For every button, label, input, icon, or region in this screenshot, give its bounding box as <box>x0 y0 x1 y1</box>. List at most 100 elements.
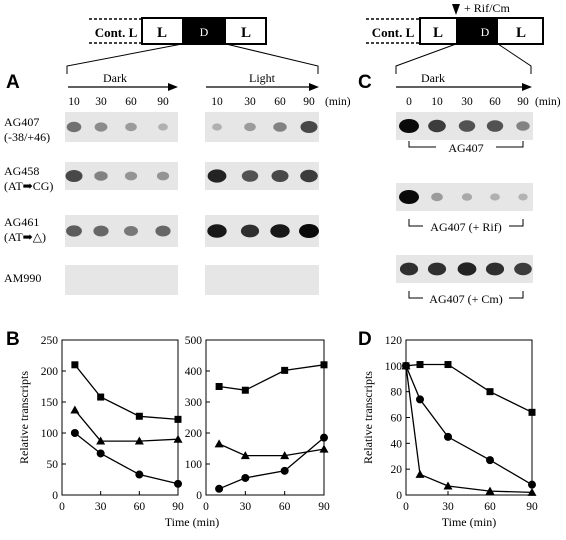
data-point <box>174 415 182 423</box>
series-triangle <box>401 361 537 496</box>
data-point <box>215 484 224 493</box>
x-tick-label: 60 <box>279 501 291 513</box>
data-point <box>416 361 424 369</box>
data-point <box>485 486 495 495</box>
chart-B-Light: 0 100 200 300 400 500 0 30 60 90 Time (min) <box>165 335 330 529</box>
blot-spot <box>155 225 171 237</box>
data-point <box>443 481 453 490</box>
time-label: 10 <box>211 96 223 108</box>
blot-spot <box>66 225 82 237</box>
data-point <box>444 361 452 369</box>
blot-spot <box>399 190 419 204</box>
blot-spot <box>212 123 222 131</box>
scheme-left-d: D <box>200 25 209 39</box>
y-tick-label: 200 <box>41 366 59 378</box>
blot-spot <box>273 122 287 132</box>
x-tick-label: 90 <box>526 501 538 513</box>
data-point <box>135 412 143 420</box>
blot-spot <box>240 224 260 238</box>
blot-spot <box>94 171 108 181</box>
time-label: 90 <box>303 96 315 108</box>
x-axis-label: Time (min) <box>442 515 497 529</box>
data-point <box>174 479 182 488</box>
series-circle <box>402 361 536 489</box>
blot-background <box>205 112 319 142</box>
time-label: 10 <box>431 96 443 108</box>
blot-a-light <box>205 265 319 295</box>
data-point <box>241 386 249 394</box>
y-tick-label: 120 <box>385 335 403 347</box>
time-label: 90 <box>517 96 529 108</box>
blot-a-dark <box>65 112 178 142</box>
panel-label-d: D <box>358 329 372 350</box>
blot-spot <box>399 119 419 133</box>
x-tick-label: 0 <box>403 501 409 513</box>
scheme-right-l2: L <box>516 25 526 41</box>
time-label: 30 <box>461 96 473 108</box>
series-triangle <box>214 439 329 460</box>
panel-label-c: C <box>358 72 372 93</box>
plot-frame <box>205 339 325 496</box>
time-unit-a: (min) <box>325 96 351 108</box>
blot-spot <box>457 262 477 276</box>
blot-row-name: AG407 <box>4 115 39 129</box>
data-point <box>280 451 290 460</box>
scheme-left: Cont. L L D L <box>66 17 319 74</box>
data-point <box>70 429 79 437</box>
x-tick-label: 60 <box>484 501 496 513</box>
blot-spot <box>207 169 227 183</box>
data-point <box>319 444 329 453</box>
y-tick-label: 60 <box>391 413 403 425</box>
x-tick-label: 30 <box>240 501 252 513</box>
blot-spot <box>514 262 532 276</box>
blot-spot <box>124 226 138 236</box>
series-circle <box>215 433 328 493</box>
series-line <box>74 364 179 421</box>
blot-c-label: AG407 (+ Cm) <box>429 292 502 306</box>
scheme-right-d: D <box>481 25 490 39</box>
blot-spot <box>65 170 83 182</box>
y-tick-label: 400 <box>185 366 203 378</box>
data-point <box>415 469 425 478</box>
data-point <box>134 436 144 445</box>
blot-row-name: AM990 <box>4 271 41 285</box>
scheme-left-l1: L <box>157 25 167 41</box>
dark-label-a: Dark <box>103 71 127 85</box>
blot-images <box>65 112 533 295</box>
time-label: 60 <box>489 96 501 108</box>
x-tick-label: 0 <box>203 501 209 513</box>
blot-spot <box>428 119 446 133</box>
data-point <box>320 361 328 369</box>
scheme-left-cont-label: Cont. L <box>95 25 138 40</box>
y-tick-label: 40 <box>391 438 403 450</box>
y-tick-label: 150 <box>41 397 59 409</box>
blot-c-label: AG407 (+ Rif) <box>430 220 501 234</box>
treatment-arrow-icon <box>452 4 460 15</box>
time-label: 60 <box>274 96 286 108</box>
data-point <box>97 393 105 401</box>
time-labels-c: 0 10 30 60 90 (min) <box>406 96 561 108</box>
x-tick-label: 90 <box>318 501 330 513</box>
data-point <box>214 439 224 448</box>
blot-spot <box>158 123 168 131</box>
series-square <box>71 361 182 423</box>
y-tick-label: 0 <box>196 490 202 502</box>
blot-c-label: AG407 <box>448 141 483 155</box>
data-point <box>280 466 289 475</box>
blot-a-dark <box>65 162 178 190</box>
blot-a-dark <box>65 265 178 295</box>
data-point <box>486 388 494 396</box>
data-point <box>320 433 328 442</box>
x-tick-label: 30 <box>442 501 454 513</box>
blot-spot <box>516 121 530 131</box>
series-line <box>218 443 325 457</box>
scheme-right-cont-label: Cont. L <box>372 25 415 40</box>
time-label: 0 <box>406 96 412 108</box>
series-triangle <box>70 405 183 445</box>
blot-a-dark <box>65 215 178 247</box>
scheme-right: Cont. L L D L + Rif/Cm <box>366 1 544 74</box>
y-axis-label: Relative transcripts <box>361 371 375 464</box>
blot-spot <box>94 122 108 132</box>
